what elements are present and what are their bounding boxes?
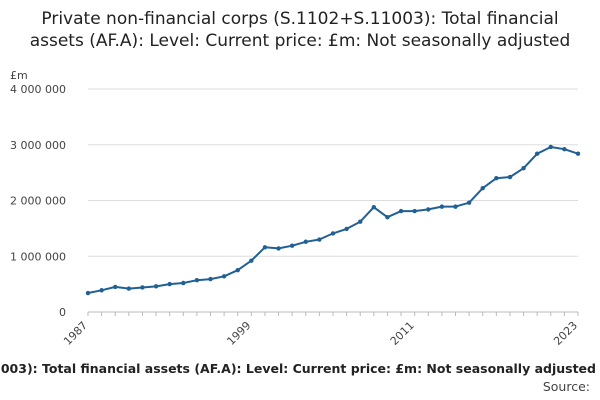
data-point[interactable] bbox=[194, 278, 200, 283]
gridlines bbox=[88, 88, 578, 313]
data-point[interactable] bbox=[317, 237, 322, 242]
source-label: Source: bbox=[542, 379, 590, 394]
data-point[interactable] bbox=[562, 147, 567, 152]
y-axis-unit-label: £m bbox=[10, 69, 28, 82]
data-point[interactable] bbox=[113, 284, 118, 290]
data-point[interactable] bbox=[548, 144, 553, 150]
data-point[interactable] bbox=[534, 151, 540, 156]
chart-caption: Private non-financial corps (S.1102+S.11… bbox=[0, 361, 596, 376]
data-point[interactable] bbox=[262, 245, 268, 250]
data-point[interactable] bbox=[412, 208, 417, 214]
data-point[interactable] bbox=[330, 231, 336, 236]
data-point[interactable] bbox=[167, 281, 172, 287]
data-point[interactable] bbox=[181, 280, 186, 286]
y-tick-label: 0 bbox=[59, 306, 66, 319]
y-tick-label: 2 000 000 bbox=[10, 195, 66, 208]
y-tick-label: 3 000 000 bbox=[10, 139, 66, 152]
data-point[interactable] bbox=[126, 286, 132, 291]
data-point[interactable] bbox=[249, 258, 254, 263]
data-point[interactable] bbox=[221, 274, 227, 279]
data-point[interactable] bbox=[494, 176, 499, 181]
data-point[interactable] bbox=[208, 276, 213, 282]
x-tick-label: 2023 bbox=[551, 319, 580, 348]
data-point[interactable] bbox=[439, 204, 445, 209]
y-axis-ticks: 0 1 000 000 2 000 000 3 000 000 4 000 000 bbox=[10, 83, 66, 319]
x-axis: 1987 1999 2011 2023 bbox=[61, 311, 580, 348]
series-layer bbox=[85, 144, 581, 296]
x-tick-label: 2011 bbox=[388, 319, 417, 348]
data-point[interactable] bbox=[371, 204, 377, 210]
series-line bbox=[87, 146, 579, 294]
data-point[interactable] bbox=[276, 246, 281, 251]
data-point[interactable] bbox=[398, 208, 404, 214]
data-point[interactable] bbox=[453, 204, 458, 209]
data-point[interactable] bbox=[480, 186, 485, 191]
data-point[interactable] bbox=[521, 165, 526, 171]
data-point[interactable] bbox=[385, 215, 390, 220]
data-point[interactable] bbox=[153, 284, 159, 289]
x-tick-label: 1999 bbox=[224, 319, 253, 348]
data-point[interactable] bbox=[140, 285, 145, 290]
data-point[interactable] bbox=[235, 267, 240, 273]
data-point[interactable] bbox=[358, 219, 363, 224]
data-point[interactable] bbox=[85, 290, 91, 296]
data-point[interactable] bbox=[289, 243, 295, 248]
data-point[interactable] bbox=[575, 151, 581, 156]
chart-title: Private non-financial corps (S.1102+S.11… bbox=[29, 9, 571, 51]
data-point[interactable] bbox=[507, 174, 513, 180]
data-point[interactable] bbox=[426, 207, 431, 212]
x-tick-label: 1987 bbox=[61, 319, 90, 348]
data-point[interactable] bbox=[466, 200, 472, 205]
data-point[interactable] bbox=[303, 239, 308, 244]
y-tick-label: 1 000 000 bbox=[10, 250, 66, 263]
data-point[interactable] bbox=[99, 288, 104, 293]
y-tick-label: 4 000 000 bbox=[10, 83, 66, 96]
data-point[interactable] bbox=[344, 226, 349, 232]
